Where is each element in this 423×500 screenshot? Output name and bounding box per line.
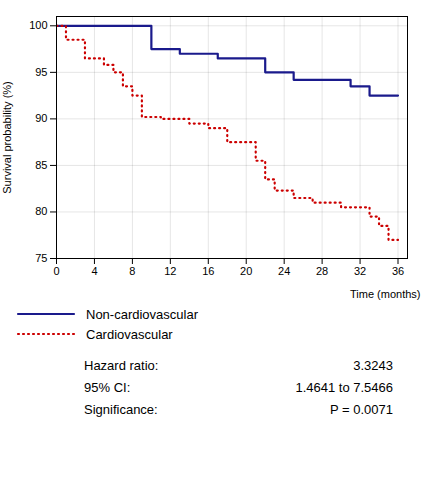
svg-text:24: 24 <box>278 265 290 277</box>
svg-text:4: 4 <box>91 265 97 277</box>
html-text:Significance:: Significance: <box>84 401 158 417</box>
svg-text:75: 75 <box>35 252 47 264</box>
svg-text:28: 28 <box>316 265 328 277</box>
svg-text:80: 80 <box>35 205 47 217</box>
svg-text:32: 32 <box>354 265 366 277</box>
svg-text:20: 20 <box>240 265 252 277</box>
html-text:3.3243: 3.3243 <box>353 357 393 373</box>
svg-text:0: 0 <box>53 265 59 277</box>
svg-text:16: 16 <box>202 265 214 277</box>
html-text:Hazard ratio:: Hazard ratio: <box>84 357 159 373</box>
svg-text:8: 8 <box>129 265 135 277</box>
html-text:Cardiovascular: Cardiovascular <box>86 326 173 342</box>
html-text:95% CI:: 95% CI: <box>84 379 131 395</box>
svg-text:95: 95 <box>35 66 47 78</box>
svg-text:85: 85 <box>35 159 47 171</box>
svg-text:90: 90 <box>35 112 47 124</box>
html-text:Non-cardiovascular: Non-cardiovascular <box>86 306 198 322</box>
svg-text:Survival probability (%): Survival probability (%) <box>1 81 13 193</box>
html-text:1.4641 to 7.5466: 1.4641 to 7.5466 <box>295 379 393 395</box>
html-text:P = 0.0071: P = 0.0071 <box>330 401 393 417</box>
svg-text:36: 36 <box>392 265 404 277</box>
svg-text:12: 12 <box>164 265 176 277</box>
svg-text:Time (months): Time (months) <box>350 288 421 300</box>
svg-text:100: 100 <box>29 19 47 31</box>
